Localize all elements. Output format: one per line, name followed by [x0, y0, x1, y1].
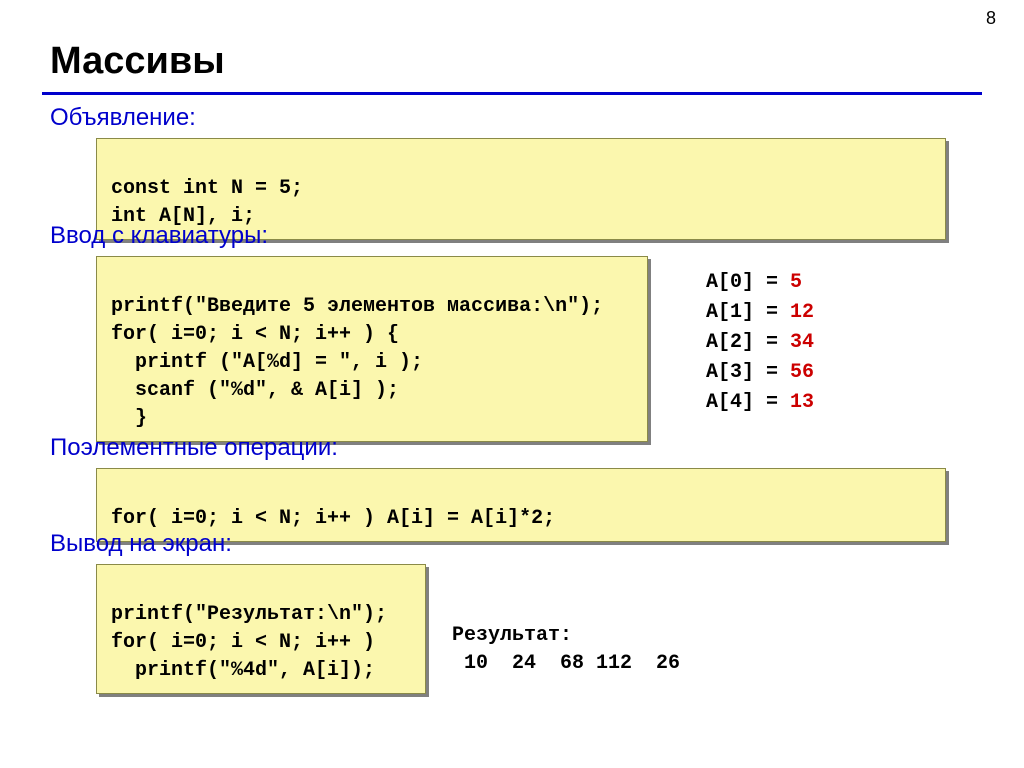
code-line: printf("%4d", A[i]);	[111, 659, 375, 682]
output-val: 56	[790, 361, 814, 384]
output-key: A[3] =	[706, 361, 778, 384]
code-line: }	[111, 407, 147, 430]
output-row: A[0] = 5	[706, 268, 814, 298]
code-line: for( i=0; i < N; i++ )	[111, 631, 375, 654]
result-values: 10 24 68 112 26	[452, 652, 680, 675]
output-row: A[2] = 34	[706, 328, 814, 358]
result-label: Результат:	[452, 624, 572, 647]
section-declare: Объявление:	[50, 104, 196, 132]
code-line: for( i=0; i < N; i++ ) A[i] = A[i]*2;	[111, 507, 555, 530]
code-line: const int N = 5;	[111, 177, 303, 200]
output-val: 34	[790, 331, 814, 354]
code-line: printf("Введите 5 элементов массива:\n")…	[111, 295, 603, 318]
section-input: Ввод с клавиатуры:	[50, 222, 268, 250]
code-output: printf("Результат:\n"); for( i=0; i < N;…	[96, 564, 426, 694]
output-key: A[1] =	[706, 301, 778, 324]
output-row: A[1] = 12	[706, 298, 814, 328]
output-key: A[2] =	[706, 331, 778, 354]
output-row: A[3] = 56	[706, 358, 814, 388]
output-val: 12	[790, 301, 814, 324]
code-line: printf ("A[%d] = ", i );	[111, 351, 423, 374]
output-row: A[4] = 13	[706, 388, 814, 418]
sample-output: A[0] = 5 A[1] = 12 A[2] = 34 A[3] = 56 A…	[706, 268, 814, 418]
page-number: 8	[986, 8, 996, 29]
output-key: A[4] =	[706, 391, 778, 414]
result-output: Результат: 10 24 68 112 26	[452, 594, 680, 678]
code-line: scanf ("%d", & A[i] );	[111, 379, 399, 402]
output-val: 5	[790, 271, 802, 294]
code-line: printf("Результат:\n");	[111, 603, 387, 626]
output-key: A[0] =	[706, 271, 778, 294]
page-title: Массивы	[50, 40, 225, 83]
output-val: 13	[790, 391, 814, 414]
section-output: Вывод на экран:	[50, 530, 232, 558]
title-underline	[42, 92, 982, 95]
code-input: printf("Введите 5 элементов массива:\n")…	[96, 256, 648, 442]
section-ops: Поэлементные операции:	[50, 434, 338, 462]
code-line: for( i=0; i < N; i++ ) {	[111, 323, 399, 346]
